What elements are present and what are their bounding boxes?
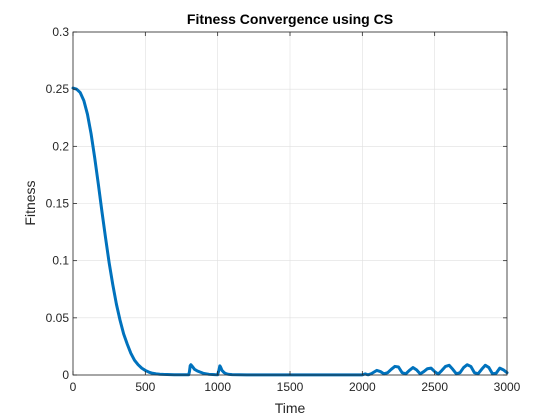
x-tick-label: 2500	[421, 380, 448, 394]
x-tick-label: 1500	[277, 380, 304, 394]
y-tick-label: 0.2	[52, 139, 69, 153]
x-tick-label: 3000	[494, 380, 521, 394]
y-tick-label: 0.15	[46, 197, 70, 211]
y-tick-label: 0.1	[52, 254, 69, 268]
x-tick-label: 0	[70, 380, 77, 394]
y-tick-label: 0.05	[46, 311, 70, 325]
x-tick-label: 2000	[349, 380, 376, 394]
y-tick-label: 0.25	[46, 82, 70, 96]
y-axis-label: Fitness	[22, 180, 38, 225]
y-tick-label: 0.3	[52, 25, 69, 39]
x-tick-label: 1000	[204, 380, 231, 394]
x-tick-label: 500	[135, 380, 155, 394]
x-axis-label: Time	[275, 400, 306, 416]
chart-title: Fitness Convergence using CS	[187, 11, 393, 27]
y-tick-label: 0	[62, 368, 69, 382]
axis-ticks: 0 500 1000 1500 2000 2500 3000 0 0.05 0.1 0.15 0.2 0…	[46, 25, 521, 394]
